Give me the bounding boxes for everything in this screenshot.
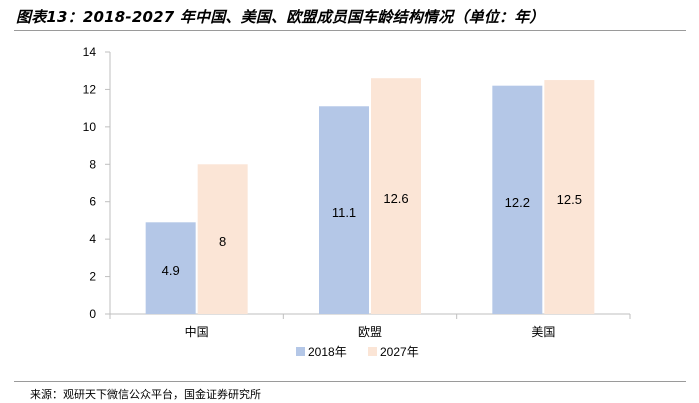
y-tick-label: 10 — [83, 120, 97, 134]
title-divider — [14, 30, 686, 31]
data-label: 12.5 — [557, 192, 582, 207]
source-note: 来源：观研天下微信公众平台，国金证券研究所 — [30, 388, 261, 401]
data-label: 11.1 — [332, 205, 356, 220]
data-label: 12.6 — [383, 191, 408, 206]
bar — [492, 85, 543, 314]
bar — [197, 164, 248, 314]
bar — [145, 222, 196, 314]
data-label: 8 — [219, 234, 226, 249]
x-category-label: 欧盟 — [358, 325, 382, 339]
y-tick-label: 6 — [89, 195, 96, 209]
y-tick-label: 12 — [83, 82, 97, 96]
chart-title: 图表13：2018-2027 年中国、美国、欧盟成员国车龄结构情况（单位：年） — [16, 8, 545, 26]
y-tick-label: 8 — [89, 157, 96, 171]
legend-swatch — [368, 347, 377, 356]
legend-label: 2018年 — [308, 345, 347, 359]
x-category-label: 美国 — [531, 325, 555, 339]
x-category-label: 中国 — [185, 324, 209, 339]
legend-label: 2027年 — [380, 345, 419, 359]
data-label: 12.2 — [505, 195, 530, 210]
bar — [371, 78, 421, 314]
legend-swatch — [296, 347, 305, 356]
y-tick-label: 2 — [89, 270, 96, 284]
y-tick-label: 0 — [89, 307, 96, 321]
source-divider — [14, 381, 686, 382]
data-label: 4.9 — [162, 263, 180, 278]
bar — [544, 80, 595, 314]
bar — [319, 106, 369, 315]
y-tick-label: 14 — [83, 45, 97, 59]
y-tick-label: 4 — [89, 232, 96, 246]
